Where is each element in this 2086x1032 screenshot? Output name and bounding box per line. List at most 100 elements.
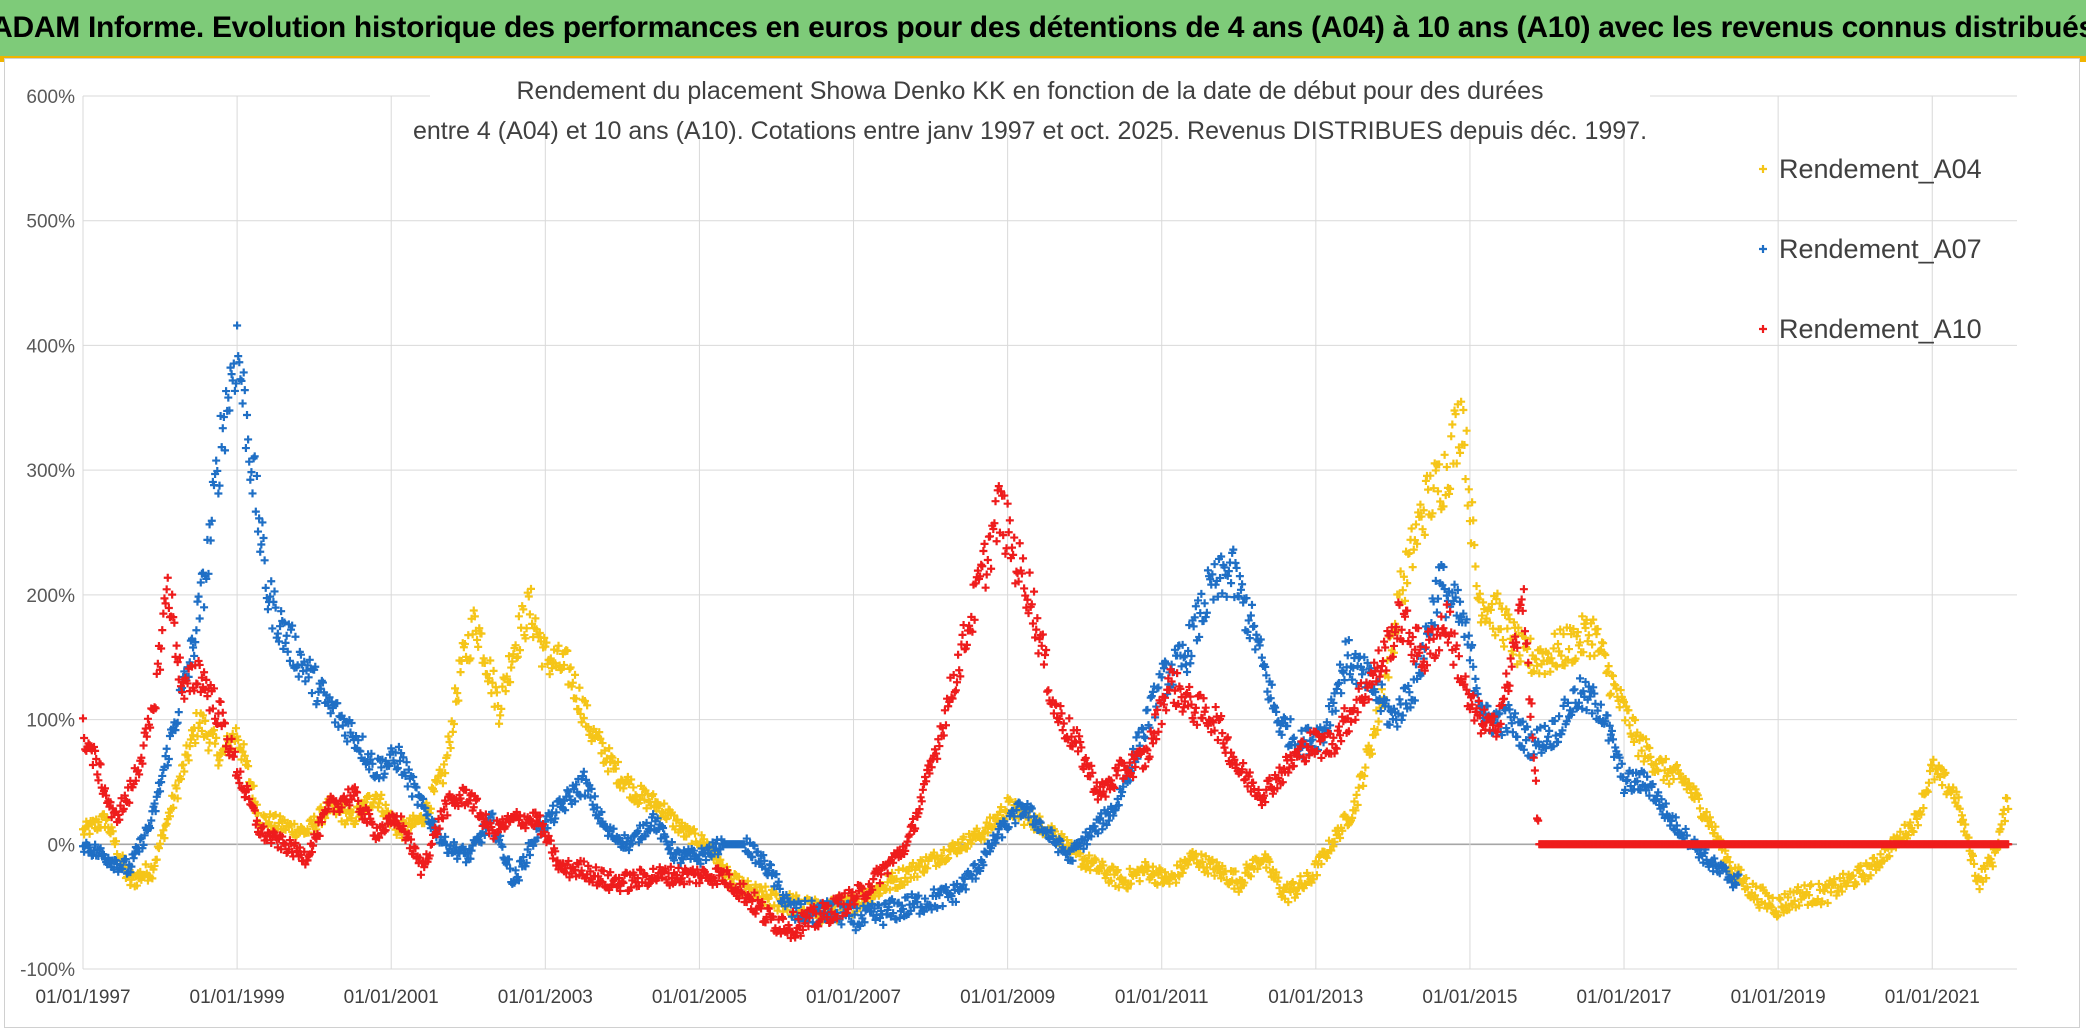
point-Rendement_A07 xyxy=(1464,631,1473,640)
point-Rendement_A04 xyxy=(441,769,450,778)
point-Rendement_A04 xyxy=(1197,850,1206,859)
point-Rendement_A04 xyxy=(1498,636,1507,645)
point-Rendement_A10 xyxy=(869,875,878,884)
point-Rendement_A10 xyxy=(1015,539,1024,548)
point-Rendement_A10 xyxy=(1220,743,1229,752)
point-Rendement_A10 xyxy=(1034,649,1043,658)
point-Rendement_A04 xyxy=(446,744,455,753)
point-Rendement_A04 xyxy=(209,726,218,735)
point-Rendement_A04 xyxy=(444,732,453,741)
point-Rendement_A04 xyxy=(716,855,725,864)
point-Rendement_A10 xyxy=(1380,637,1389,646)
point-Rendement_A04 xyxy=(1471,562,1480,571)
point-Rendement_A10 xyxy=(1003,499,1012,508)
point-Rendement_A10 xyxy=(96,760,105,769)
point-Rendement_A04 xyxy=(1148,862,1157,871)
point-Rendement_A07 xyxy=(162,744,171,753)
point-Rendement_A07 xyxy=(1395,695,1404,704)
point-Rendement_A07 xyxy=(1544,732,1553,741)
point-Rendement_A04 xyxy=(2003,794,2012,803)
point-Rendement_A04 xyxy=(605,744,614,753)
point-Rendement_A04 xyxy=(875,889,884,898)
point-Rendement_A07 xyxy=(195,614,204,623)
point-Rendement_A04 xyxy=(1371,730,1380,739)
point-Rendement_A04 xyxy=(1447,432,1456,441)
x-tick-label: 01/01/1997 xyxy=(35,987,130,1008)
point-Rendement_A04 xyxy=(351,817,360,826)
point-Rendement_A10 xyxy=(1437,612,1446,621)
point-Rendement_A04 xyxy=(448,727,457,736)
point-Rendement_A04 xyxy=(479,654,488,663)
point-Rendement_A10 xyxy=(1378,657,1387,666)
point-Rendement_A04 xyxy=(531,614,540,623)
point-Rendement_A10 xyxy=(1001,549,1010,558)
point-Rendement_A04 xyxy=(359,799,368,808)
point-Rendement_A10 xyxy=(1005,516,1014,525)
point-Rendement_A10 xyxy=(1025,568,1034,577)
point-Rendement_A04 xyxy=(727,874,736,883)
point-Rendement_A10 xyxy=(158,626,167,635)
point-Rendement_A07 xyxy=(1143,705,1152,714)
point-Rendement_A10 xyxy=(1178,707,1187,716)
point-Rendement_A04 xyxy=(271,810,280,819)
point-Rendement_A04 xyxy=(107,823,116,832)
point-Rendement_A04 xyxy=(1621,716,1630,725)
point-Rendement_A04 xyxy=(1421,476,1430,485)
point-Rendement_A07 xyxy=(1513,732,1522,741)
point-Rendement_A04 xyxy=(611,764,620,773)
point-Rendement_A04 xyxy=(485,674,494,683)
point-Rendement_A04 xyxy=(214,761,223,770)
point-Rendement_A04 xyxy=(583,701,592,710)
point-Rendement_A04 xyxy=(304,828,313,837)
point-Rendement_A04 xyxy=(1550,629,1559,638)
point-Rendement_A07 xyxy=(263,605,272,614)
point-Rendement_A07 xyxy=(244,435,253,444)
point-Rendement_A04 xyxy=(598,739,607,748)
x-tick-label: 01/01/2005 xyxy=(652,987,747,1008)
point-Rendement_A04 xyxy=(347,814,356,823)
point-Rendement_A04 xyxy=(944,854,953,863)
point-Rendement_A04 xyxy=(1085,851,1094,860)
point-Rendement_A04 xyxy=(176,775,185,784)
point-Rendement_A10 xyxy=(981,583,990,592)
point-Rendement_A04 xyxy=(1553,640,1562,649)
point-Rendement_A04 xyxy=(1352,790,1361,799)
point-Rendement_A04 xyxy=(929,848,938,857)
point-Rendement_A07 xyxy=(291,632,300,641)
point-Rendement_A10 xyxy=(160,594,169,603)
point-Rendement_A04 xyxy=(1462,426,1471,435)
point-Rendement_A04 xyxy=(159,826,168,835)
point-Rendement_A04 xyxy=(469,606,478,615)
point-Rendement_A04 xyxy=(997,803,1006,812)
point-Rendement_A10 xyxy=(986,532,995,541)
point-Rendement_A07 xyxy=(1337,689,1346,698)
point-Rendement_A04 xyxy=(290,819,299,828)
point-Rendement_A07 xyxy=(240,386,249,395)
point-Rendement_A04 xyxy=(433,776,442,785)
point-Rendement_A04 xyxy=(1228,876,1237,885)
point-Rendement_A07 xyxy=(1202,608,1211,617)
point-Rendement_A04 xyxy=(454,696,463,705)
point-Rendement_A04 xyxy=(1114,883,1123,892)
point-Rendement_A04 xyxy=(312,825,321,834)
point-Rendement_A04 xyxy=(185,742,194,751)
point-Rendement_A04 xyxy=(489,666,498,675)
point-Rendement_A04 xyxy=(85,829,94,838)
point-Rendement_A04 xyxy=(779,907,788,916)
point-Rendement_A04 xyxy=(1456,448,1465,457)
axes: -100%0%100%200%300%400%500%600%01/01/199… xyxy=(20,87,1980,1008)
point-Rendement_A04 xyxy=(1005,795,1014,804)
point-Rendement_A07 xyxy=(218,424,227,433)
point-Rendement_A04 xyxy=(967,839,976,848)
point-Rendement_A04 xyxy=(541,642,550,651)
point-Rendement_A04 xyxy=(1399,572,1408,581)
point-Rendement_A04 xyxy=(1153,880,1162,889)
point-Rendement_A10 xyxy=(1008,543,1017,552)
point-Rendement_A07 xyxy=(1257,653,1266,662)
point-Rendement_A04 xyxy=(563,646,572,655)
point-Rendement_A04 xyxy=(606,758,615,767)
point-Rendement_A04 xyxy=(691,829,700,838)
point-Rendement_A04 xyxy=(627,775,636,784)
point-Rendement_A04 xyxy=(1353,800,1362,809)
point-Rendement_A04 xyxy=(1464,485,1473,494)
